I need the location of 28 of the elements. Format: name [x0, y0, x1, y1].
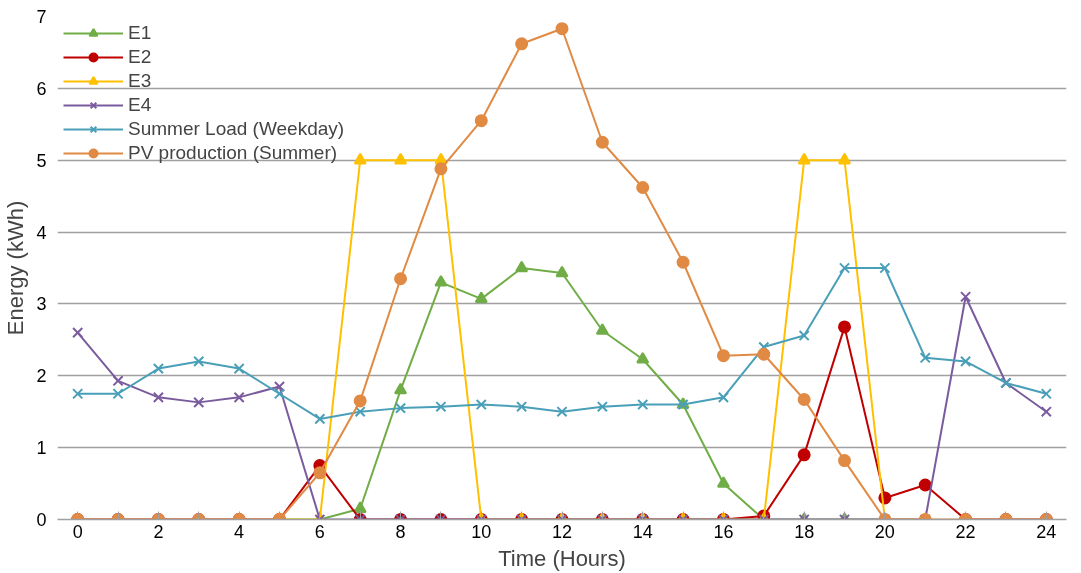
legend-label: PV production (Summer) — [128, 142, 338, 164]
x-tick-label: 18 — [794, 521, 815, 542]
x-tick-label: 8 — [395, 521, 406, 542]
x-tick-label: 10 — [471, 521, 492, 542]
y-tick-label: 5 — [36, 150, 47, 171]
x-tick-label: 24 — [1036, 521, 1057, 542]
x-tick-label: 22 — [955, 521, 976, 542]
y-tick-label: 1 — [36, 438, 47, 459]
x-tick-label: 12 — [551, 521, 573, 542]
x-tick-label: 6 — [314, 521, 325, 542]
x-tick-label: 0 — [72, 521, 83, 542]
legend-label: E1 — [128, 22, 152, 44]
x-tick-label: 4 — [234, 521, 245, 542]
y-tick-label: 7 — [36, 7, 47, 27]
y-tick-label: 4 — [36, 222, 47, 243]
x-tick-label: 2 — [153, 521, 164, 542]
legend-label: E3 — [128, 70, 152, 92]
legend-label: E2 — [128, 46, 152, 68]
x-tick-label: 20 — [874, 521, 895, 542]
legend-label: E4 — [128, 94, 152, 116]
x-axis-title: Time (Hours) — [498, 545, 626, 571]
y-tick-label: 3 — [36, 294, 47, 315]
y-tick-label: 2 — [36, 366, 47, 387]
x-tick-label: 16 — [713, 521, 734, 542]
legend-label: Summer Load (Weekday) — [128, 118, 345, 140]
y-axis-title: Energy (kWh) — [3, 200, 29, 336]
y-tick-label: 6 — [36, 78, 47, 99]
x-tick-label: 14 — [632, 521, 653, 542]
